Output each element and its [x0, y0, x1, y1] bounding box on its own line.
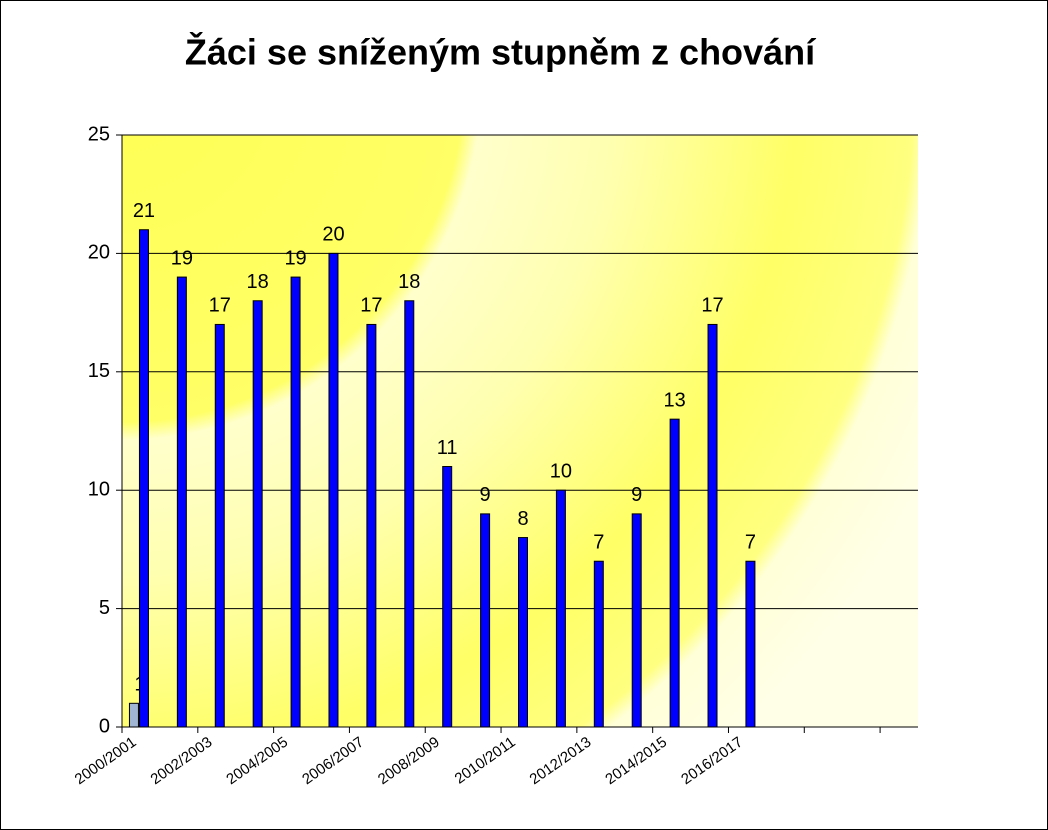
value-label: 17 [701, 295, 723, 317]
y-tick-label: 0 [99, 715, 110, 737]
value-label: 10 [550, 460, 572, 482]
bar [176, 276, 187, 728]
bar [128, 702, 139, 728]
bar [404, 300, 415, 728]
value-label: 19 [284, 247, 306, 269]
value-label: 7 [745, 532, 756, 554]
value-label: 9 [480, 484, 491, 506]
bar [480, 513, 491, 728]
value-label: 18 [247, 271, 269, 293]
bar [290, 276, 301, 728]
value-label: 11 [437, 437, 458, 459]
bar [442, 466, 453, 728]
bar [328, 252, 339, 728]
value-label: 17 [360, 295, 382, 317]
bar [214, 323, 225, 728]
value-label: 18 [398, 271, 420, 293]
y-tick-label: 25 [88, 123, 110, 145]
value-label: 7 [593, 532, 604, 554]
bar [252, 300, 263, 728]
value-label: 17 [209, 295, 231, 317]
value-label: 20 [322, 224, 344, 246]
bar [366, 323, 377, 728]
value-label: 19 [171, 247, 193, 269]
bar [593, 560, 604, 728]
bar [745, 560, 756, 728]
bar [555, 489, 566, 728]
y-tick-label: 15 [88, 360, 110, 382]
bar [707, 323, 718, 728]
y-tick-label: 20 [88, 242, 110, 264]
value-label: 9 [631, 484, 642, 506]
bar [631, 513, 642, 728]
y-tick-label: 5 [99, 597, 110, 619]
chart-title: Žáci se sníženým stupněm z chování [185, 31, 816, 73]
value-label: 8 [517, 508, 528, 530]
bar [518, 537, 528, 728]
bar [138, 229, 149, 728]
value-label: 21 [133, 200, 155, 222]
value-label: 13 [663, 389, 685, 411]
bar [669, 418, 680, 728]
y-tick-label: 10 [88, 478, 110, 500]
